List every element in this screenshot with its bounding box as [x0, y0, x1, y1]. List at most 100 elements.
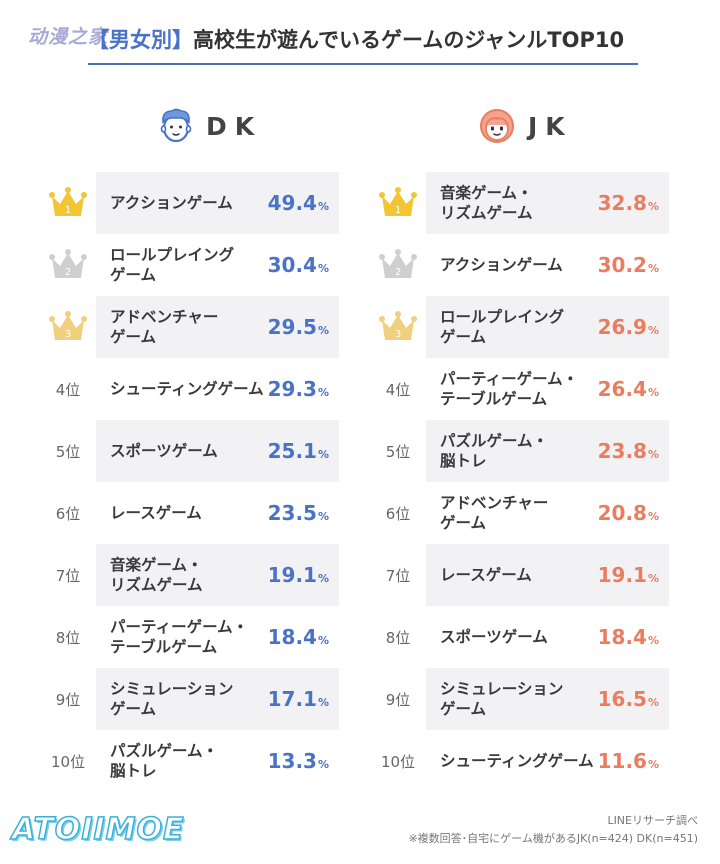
percentage-value: 23.5% — [268, 501, 339, 525]
bronze-crown-icon: 3 — [379, 311, 417, 340]
percentage-value: 29.3% — [268, 377, 339, 401]
rank-label: 4位 — [55, 380, 81, 399]
genre-label: アドベンチャー ゲーム — [440, 494, 549, 532]
genre-label: アクションゲーム — [440, 256, 563, 274]
percentage-unit: % — [647, 572, 659, 585]
percentage-number: 23.5 — [267, 501, 317, 525]
percentage-value: 17.1% — [268, 687, 339, 711]
percentage-value: 11.6% — [598, 749, 669, 773]
source-note: LINEリサーチ調べ ※複数回答･自宅にゲーム機があるJK(n=424) DK(… — [408, 812, 698, 848]
dk-row: シューティングゲーム 29.3% — [96, 358, 339, 420]
percentage-unit: % — [647, 262, 659, 275]
percentage-number: 25.1 — [267, 439, 317, 463]
rank-label: 6位 — [55, 504, 81, 523]
percentage-number: 19.1 — [597, 563, 647, 587]
genre-label: レースゲーム — [110, 504, 202, 522]
genre-label: 音楽ゲーム・ リズムゲーム — [440, 184, 533, 222]
percentage-value: 18.4% — [268, 625, 339, 649]
jk-rank-9: 9位 — [374, 668, 422, 730]
percentage-value: 25.1% — [268, 439, 339, 463]
percentage-unit: % — [647, 386, 659, 399]
jk-rank-5: 5位 — [374, 420, 422, 482]
dk-header: DK — [158, 104, 262, 148]
jk-rank-8: 8位 — [374, 606, 422, 668]
percentage-unit: % — [647, 510, 659, 523]
genre-label: シミュレーション ゲーム — [110, 680, 234, 718]
percentage-number: 29.5 — [267, 315, 317, 339]
dk-rank-4: 4位 — [44, 358, 92, 420]
chart-title: 【男女別】高校生が遊んでいるゲームのジャンルTOP10 — [88, 24, 648, 54]
dk-row: ロールプレイング ゲーム 30.4% — [96, 234, 339, 296]
jk-row: ロールプレイング ゲーム 26.9% — [426, 296, 669, 358]
percentage-unit: % — [317, 634, 329, 647]
dk-rank-10: 10位 — [44, 730, 92, 792]
genre-label: スポーツゲーム — [110, 442, 218, 460]
percentage-number: 49.4 — [267, 191, 317, 215]
percentage-value: 26.4% — [598, 377, 669, 401]
percentage-number: 30.4 — [267, 253, 317, 277]
percentage-unit: % — [647, 200, 659, 213]
dk-row: 音楽ゲーム・ リズムゲーム 19.1% — [96, 544, 339, 606]
percentage-unit: % — [647, 448, 659, 461]
jk-rank-6: 6位 — [374, 482, 422, 544]
percentage-value: 18.4% — [598, 625, 669, 649]
genre-label: シューティングゲーム — [440, 752, 594, 770]
percentage-value: 30.4% — [268, 253, 339, 277]
title-text: 高校生が遊んでいるゲームのジャンルTOP10 — [193, 28, 625, 52]
percentage-unit: % — [317, 758, 329, 771]
boy-face-icon — [160, 108, 192, 143]
gold-crown-icon: 1 — [379, 187, 417, 216]
jk-label: JK — [528, 111, 573, 141]
genre-label: アクションゲーム — [110, 194, 233, 212]
dk-row: レースゲーム 23.5% — [96, 482, 339, 544]
percentage-number: 30.2 — [597, 253, 647, 277]
rank-label: 10位 — [380, 752, 416, 771]
jk-row: 音楽ゲーム・ リズムゲーム 32.8% — [426, 172, 669, 234]
dk-rank-1: 1 — [44, 172, 92, 234]
percentage-value: 26.9% — [598, 315, 669, 339]
rank-label: 10位 — [50, 752, 86, 771]
dk-row: スポーツゲーム 25.1% — [96, 420, 339, 482]
rank-label: 8位 — [385, 628, 411, 647]
jk-row: シューティングゲーム 11.6% — [426, 730, 669, 792]
percentage-number: 16.5 — [597, 687, 647, 711]
rank-label: 6位 — [385, 504, 411, 523]
crown-rank-number: 1 — [395, 205, 401, 216]
dk-row: パーティーゲーム・ テーブルゲーム 18.4% — [96, 606, 339, 668]
percentage-value: 19.1% — [598, 563, 669, 587]
watermark-text: 动漫之家 — [28, 26, 109, 48]
crown-rank-number: 2 — [395, 267, 401, 278]
jk-rank-10: 10位 — [374, 730, 422, 792]
percentage-value: 49.4% — [268, 191, 339, 215]
jk-row: アドベンチャー ゲーム 20.8% — [426, 482, 669, 544]
rank-label: 5位 — [55, 442, 81, 461]
jk-rank-7: 7位 — [374, 544, 422, 606]
dk-row: アドベンチャー ゲーム 29.5% — [96, 296, 339, 358]
rank-label: 9位 — [55, 690, 81, 709]
dk-rank-9: 9位 — [44, 668, 92, 730]
percentage-number: 19.1 — [267, 563, 317, 587]
bronze-crown-icon: 3 — [49, 311, 87, 340]
girl-face-icon — [480, 109, 514, 143]
dk-rank-3: 3 — [44, 296, 92, 358]
title-tag: 男女別 — [109, 28, 172, 52]
dk-label: DK — [206, 111, 263, 141]
genre-label: ロールプレイング ゲーム — [440, 308, 565, 346]
rank-label: 4位 — [385, 380, 411, 399]
dk-rank-6: 6位 — [44, 482, 92, 544]
crown-rank-number: 2 — [65, 267, 71, 278]
percentage-value: 20.8% — [598, 501, 669, 525]
percentage-value: 32.8% — [598, 191, 669, 215]
title-bracket-open: 【 — [88, 28, 109, 52]
jk-row: パズルゲーム・ 脳トレ 23.8% — [426, 420, 669, 482]
jk-rank-2: 2 — [374, 234, 422, 296]
percentage-number: 17.1 — [267, 687, 317, 711]
jk-rank-4: 4位 — [374, 358, 422, 420]
rank-label: 8位 — [55, 628, 81, 647]
dk-row: アクションゲーム 49.4% — [96, 172, 339, 234]
genre-label: シミュレーション ゲーム — [440, 680, 564, 718]
genre-label: 音楽ゲーム・ リズムゲーム — [110, 556, 203, 594]
genre-label: アドベンチャー ゲーム — [110, 308, 219, 346]
percentage-unit: % — [317, 572, 329, 585]
jk-row: シミュレーション ゲーム 16.5% — [426, 668, 669, 730]
